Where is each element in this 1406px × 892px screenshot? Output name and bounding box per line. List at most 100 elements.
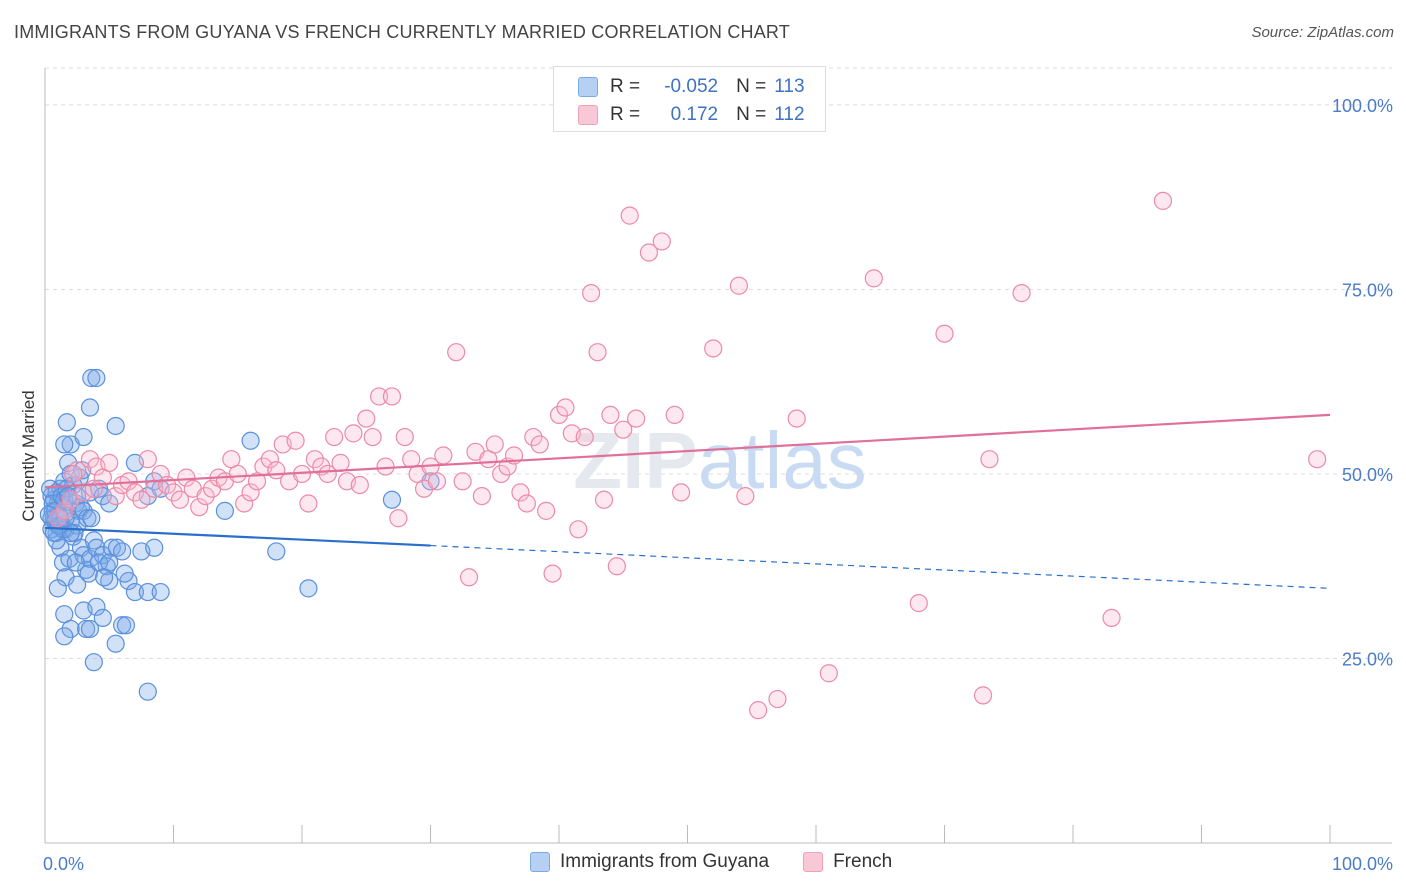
point-french bbox=[524, 427, 543, 447]
trend-line-guyana-extension bbox=[430, 544, 1331, 589]
point-guyana bbox=[80, 619, 100, 639]
point-french bbox=[376, 457, 395, 476]
legend-n-value: 113 bbox=[774, 76, 805, 97]
point-french bbox=[344, 424, 363, 443]
y-tick-label: 75.0% bbox=[1342, 280, 1393, 300]
point-french bbox=[1153, 191, 1173, 210]
point-french bbox=[138, 450, 157, 469]
trend-line-french bbox=[44, 413, 1331, 489]
point-french bbox=[55, 501, 74, 520]
point-guyana bbox=[56, 509, 75, 528]
point-french bbox=[125, 483, 145, 502]
legend-row-guyana: R = -0.052 N = 113 bbox=[554, 72, 805, 102]
point-guyana bbox=[74, 427, 93, 447]
point-french bbox=[787, 409, 806, 428]
point-french bbox=[569, 520, 588, 539]
legend-swatch-guyana bbox=[578, 77, 598, 97]
point-french bbox=[241, 483, 260, 502]
point-french bbox=[704, 339, 723, 358]
point-guyana bbox=[93, 608, 112, 627]
point-guyana bbox=[116, 616, 136, 635]
point-guyana bbox=[77, 619, 96, 639]
legend-r-label: R = bbox=[610, 104, 641, 125]
point-french bbox=[601, 405, 620, 425]
point-guyana bbox=[78, 509, 97, 528]
legend-n-label: N = bbox=[736, 104, 767, 125]
point-guyana bbox=[87, 597, 106, 616]
point-guyana bbox=[79, 564, 98, 583]
point-french bbox=[100, 453, 119, 472]
gridlines bbox=[45, 67, 1392, 659]
point-french bbox=[549, 405, 569, 425]
point-french bbox=[909, 594, 928, 613]
point-french bbox=[84, 479, 103, 498]
point-french bbox=[607, 557, 626, 576]
point-french bbox=[106, 486, 125, 506]
y-axis-label: Currently Married bbox=[19, 390, 38, 521]
point-french bbox=[594, 490, 614, 509]
legend-r-value: -0.052 bbox=[664, 76, 719, 97]
point-guyana bbox=[47, 531, 66, 550]
point-french bbox=[235, 494, 254, 513]
point-french bbox=[357, 409, 376, 428]
point-french bbox=[132, 490, 151, 509]
point-french bbox=[620, 206, 639, 225]
point-french bbox=[729, 276, 749, 295]
point-french bbox=[299, 494, 318, 513]
chart-title: IMMIGRANTS FROM GUYANA VS FRENCH CURRENT… bbox=[14, 22, 790, 42]
point-french bbox=[864, 269, 883, 288]
point-french bbox=[453, 472, 472, 491]
point-french bbox=[588, 343, 607, 362]
point-guyana bbox=[84, 653, 103, 672]
point-guyana bbox=[80, 398, 100, 417]
point-guyana bbox=[241, 431, 260, 450]
point-french bbox=[626, 409, 646, 428]
series-legend-guyana: Immigrants from Guyana bbox=[530, 851, 769, 873]
series-swatch-french bbox=[803, 852, 824, 872]
point-french bbox=[736, 486, 755, 506]
point-french bbox=[389, 509, 408, 528]
point-guyana bbox=[82, 509, 101, 528]
point-guyana bbox=[145, 538, 164, 557]
point-french bbox=[447, 343, 466, 362]
point-guyana bbox=[112, 616, 132, 635]
point-french bbox=[614, 420, 633, 439]
source-label: Source: ZipAtlas.com bbox=[1251, 24, 1394, 41]
point-french bbox=[492, 464, 511, 484]
point-guyana bbox=[106, 634, 125, 653]
point-guyana bbox=[100, 553, 119, 572]
point-french bbox=[472, 486, 491, 506]
point-french bbox=[768, 689, 787, 709]
point-french bbox=[556, 398, 575, 417]
point-french bbox=[177, 468, 196, 487]
point-guyana bbox=[215, 501, 234, 520]
point-french bbox=[671, 483, 691, 502]
legend-swatch-french bbox=[578, 105, 598, 125]
correlation-legend: R = -0.052 N = 113 R = 0.172 N = 112 bbox=[553, 66, 826, 132]
point-french bbox=[1102, 608, 1121, 627]
point-french bbox=[64, 464, 83, 484]
series-label-guyana: Immigrants from Guyana bbox=[560, 851, 770, 872]
point-guyana bbox=[48, 579, 67, 598]
point-guyana bbox=[382, 490, 402, 509]
point-french bbox=[331, 453, 350, 472]
point-french bbox=[151, 464, 170, 484]
data-points bbox=[39, 191, 1327, 720]
point-french bbox=[459, 568, 479, 587]
point-french bbox=[190, 498, 209, 517]
point-guyana bbox=[57, 413, 76, 432]
series-label-french: French bbox=[833, 851, 893, 872]
point-french bbox=[582, 284, 601, 303]
series-legend: Immigrants from Guyana French bbox=[530, 851, 926, 873]
series-legend-french: French bbox=[803, 851, 892, 873]
point-french bbox=[80, 450, 100, 469]
point-guyana bbox=[115, 564, 134, 583]
legend-n-value: 112 bbox=[774, 104, 805, 125]
point-french bbox=[485, 435, 504, 454]
watermark: ZIPatlas bbox=[573, 416, 866, 505]
point-guyana bbox=[82, 368, 101, 388]
point-french bbox=[1308, 450, 1327, 469]
point-french bbox=[48, 509, 67, 528]
point-guyana bbox=[84, 531, 103, 550]
point-french bbox=[260, 450, 279, 469]
